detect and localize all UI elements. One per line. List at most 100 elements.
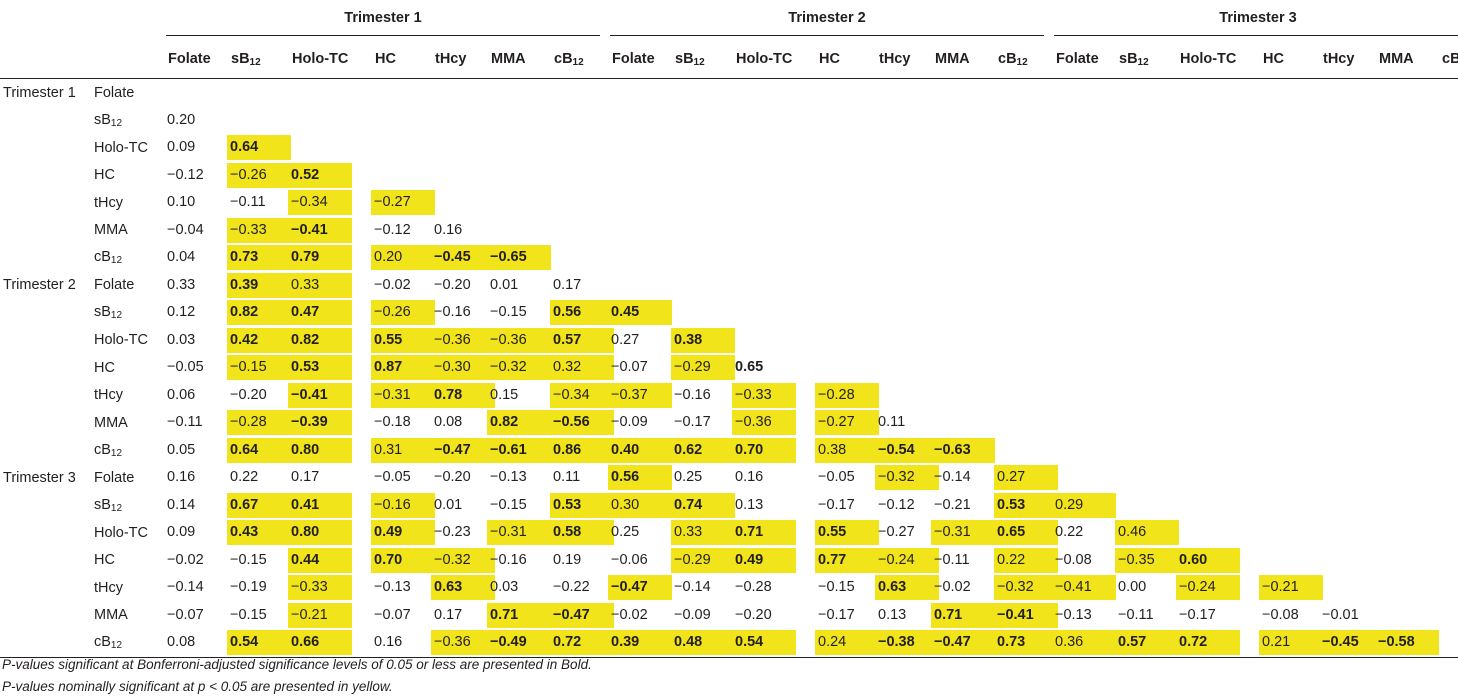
correlation-cell xyxy=(1317,299,1373,327)
correlation-value: −0.47 xyxy=(608,575,672,601)
correlation-value: −0.32 xyxy=(875,465,939,491)
correlation-cell xyxy=(1174,134,1257,162)
correlation-value: −0.02 xyxy=(934,579,971,596)
correlation-value: −0.58 xyxy=(1375,630,1439,656)
correlation-cell: −0.13 xyxy=(485,464,548,492)
correlation-value: −0.36 xyxy=(732,410,796,436)
correlation-cell xyxy=(992,107,1050,135)
correlation-cell: 0.43 xyxy=(225,519,291,547)
correlation-value: 0.05 xyxy=(167,441,196,458)
table-row: cB12 0.05 0.64 0.80 0.31 −0.47 −0.61 0.86 0.40 0.… xyxy=(0,437,1458,465)
correlation-cell: 0.19 xyxy=(548,547,606,575)
correlation-value: −0.45 xyxy=(1319,630,1383,656)
correlation-value: 0.33 xyxy=(288,272,352,298)
correlation-value: −0.05 xyxy=(374,469,411,486)
correlation-value: 0.03 xyxy=(167,331,196,348)
correlation-cell: 0.70 xyxy=(730,437,813,465)
correlation-cell xyxy=(1174,299,1257,327)
correlation-value: 0.04 xyxy=(167,249,196,266)
correlation-value: −0.09 xyxy=(674,606,711,623)
correlation-cell xyxy=(1174,217,1257,245)
correlation-cell: −0.32 xyxy=(485,354,551,382)
correlation-value: 0.53 xyxy=(288,355,352,381)
row-variable-label: tHcy xyxy=(94,387,123,404)
correlation-cell: −0.14 xyxy=(669,574,730,602)
correlation-cell xyxy=(1174,272,1257,300)
correlation-cell: −0.09 xyxy=(606,409,669,437)
col-header-t3-thcy: tHcy xyxy=(1323,51,1355,67)
correlation-cell xyxy=(873,327,929,355)
correlation-cell xyxy=(369,107,429,135)
correlation-cell xyxy=(669,217,730,245)
row-variable-label: Holo-TC xyxy=(94,332,148,349)
correlation-cell xyxy=(1317,437,1373,465)
correlation-value: −0.41 xyxy=(1052,575,1116,601)
correlation-cell: 0.14 xyxy=(162,492,225,520)
correlation-cell xyxy=(548,217,606,245)
correlation-cell: −0.11 xyxy=(162,409,225,437)
correlation-cell xyxy=(1257,272,1317,300)
correlation-value: 0.01 xyxy=(490,276,519,293)
correlation-cell: 0.46 xyxy=(1113,519,1179,547)
correlation-cell xyxy=(992,162,1050,190)
correlation-cell: 0.39 xyxy=(225,272,291,300)
correlation-cell xyxy=(1317,409,1373,437)
correlation-cell: −0.35 xyxy=(1113,547,1179,575)
correlation-cell: −0.07 xyxy=(606,354,669,382)
col-header-t1-folate: Folate xyxy=(168,51,211,67)
table-row: cB12 0.08 0.54 0.66 0.16 −0.36 −0.49 0.72 0.39 0.… xyxy=(0,629,1458,657)
row-group-label xyxy=(0,629,90,657)
correlation-value: 0.13 xyxy=(878,606,907,623)
correlation-cell: −0.09 xyxy=(669,602,730,630)
correlation-cell xyxy=(1113,299,1174,327)
correlation-value: −0.17 xyxy=(818,606,855,623)
correlation-cell: −0.49 xyxy=(485,629,551,657)
correlation-cell: 0.39 xyxy=(606,629,672,657)
correlation-value: −0.13 xyxy=(490,469,527,486)
correlation-value: −0.01 xyxy=(1322,606,1359,623)
correlation-cell: −0.05 xyxy=(813,464,873,492)
correlation-value: 0.16 xyxy=(374,634,403,651)
correlation-cell: 0.67 xyxy=(225,492,291,520)
correlation-cell: −0.32 xyxy=(873,464,939,492)
correlation-cell: −0.16 xyxy=(429,299,485,327)
correlation-cell xyxy=(485,189,548,217)
correlation-cell: −0.13 xyxy=(1050,602,1113,630)
row-variable-label: MMA xyxy=(94,607,128,624)
correlation-cell xyxy=(929,162,992,190)
correlation-cell xyxy=(669,299,730,327)
correlation-cell: −0.38 xyxy=(873,629,939,657)
correlation-cell: −0.33 xyxy=(286,574,369,602)
correlation-value: 0.46 xyxy=(1115,520,1179,546)
correlation-cell xyxy=(929,79,992,107)
correlation-cell: 0.11 xyxy=(873,409,929,437)
correlation-value: 0.08 xyxy=(434,414,463,431)
correlation-value: 0.08 xyxy=(167,634,196,651)
correlation-cell: −0.47 xyxy=(929,629,995,657)
row-group-label xyxy=(0,547,90,575)
correlation-value: −0.16 xyxy=(490,551,527,568)
correlation-cell xyxy=(1050,162,1113,190)
correlation-cell xyxy=(1113,382,1174,410)
correlation-cell xyxy=(1373,574,1436,602)
correlation-value: −0.07 xyxy=(611,359,648,376)
correlation-cell: 0.65 xyxy=(992,519,1058,547)
correlation-cell: 0.03 xyxy=(485,574,548,602)
correlation-value: −0.32 xyxy=(431,547,495,573)
correlation-cell xyxy=(669,244,730,272)
correlation-cell xyxy=(1174,244,1257,272)
table-row: sB12 0.14 0.67 0.41 −0.16 0.01 −0.15 0.53 0.30 0.… xyxy=(0,492,1458,520)
correlation-value: −0.27 xyxy=(371,190,435,216)
correlation-cell: 0.31 xyxy=(369,437,435,465)
correlation-cell: −0.16 xyxy=(485,547,548,575)
correlation-cell: 0.79 xyxy=(286,244,369,272)
correlation-cell xyxy=(1113,217,1174,245)
correlation-value: −0.02 xyxy=(611,606,648,623)
correlation-cell xyxy=(1317,107,1373,135)
correlation-cell: −0.17 xyxy=(813,492,873,520)
correlation-value: −0.24 xyxy=(875,547,939,573)
correlation-cell: −0.29 xyxy=(669,354,735,382)
table-row: cB12 0.04 0.73 0.79 0.20 −0.45 −0.65 xyxy=(0,244,1458,272)
correlation-cell: 0.52 xyxy=(286,162,369,190)
correlation-cell xyxy=(369,79,429,107)
